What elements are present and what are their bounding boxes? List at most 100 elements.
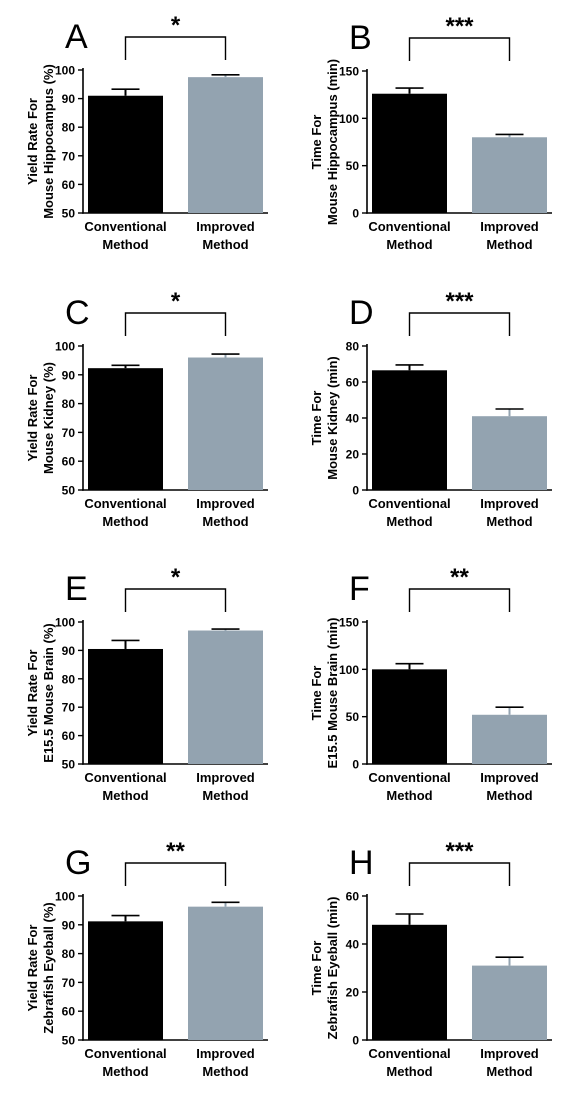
bar-conventional	[372, 93, 447, 213]
bar-conventional	[88, 921, 163, 1040]
significance-label: ***	[445, 838, 474, 865]
significance-bracket	[124, 588, 227, 612]
y-tick-label: 50	[62, 758, 76, 772]
y-tick-label: 90	[62, 918, 76, 932]
y-tick-label: 0	[352, 484, 359, 498]
y-tick-label: 50	[346, 159, 360, 173]
y-tick-label: 100	[55, 616, 75, 630]
category-label: Improved Method	[196, 770, 255, 803]
bar-conventional	[372, 924, 447, 1040]
bar-conventional	[88, 368, 163, 490]
y-tick-label: 70	[62, 149, 76, 163]
category-label: Improved Method	[480, 496, 539, 529]
bar-conventional	[372, 370, 447, 490]
panel-letter: F	[349, 570, 370, 608]
significance-bracket	[124, 862, 227, 886]
y-axis-label: Yield Rate ForMouse Kidney (%)	[25, 362, 56, 474]
category-label: Improved Method	[480, 770, 539, 803]
panel-letter: H	[349, 844, 374, 882]
significance-bracket	[408, 312, 511, 336]
significance-label: ***	[445, 288, 474, 315]
panel-d: D 0 20 40 60 80 Time ForMouse Kidney (min) Conv…	[309, 288, 552, 529]
significance-label: **	[450, 564, 469, 591]
y-axis-label: Time ForZebrafish Eyeball (min)	[309, 896, 340, 1039]
y-tick-label: 50	[346, 710, 360, 724]
significance-label: *	[171, 12, 181, 39]
y-tick-label: 60	[346, 376, 360, 390]
y-tick-label: 60	[62, 729, 76, 743]
y-tick-label: 20	[346, 448, 360, 462]
y-tick-label: 80	[346, 340, 360, 354]
bar-improved	[472, 965, 547, 1040]
y-axis-label: Yield Rate ForMouse Hippocampus (%)	[25, 64, 56, 219]
y-tick-label: 80	[62, 947, 76, 961]
y-tick-label: 20	[346, 986, 360, 1000]
panel-letter: C	[65, 294, 90, 332]
panel-letter: A	[65, 18, 88, 56]
y-tick-label: 80	[62, 121, 76, 135]
y-tick-label: 100	[339, 663, 359, 677]
category-label: Conventional Method	[84, 219, 166, 252]
y-tick-label: 100	[55, 340, 75, 354]
panel-h: H 0 20 40 60 Time ForZebrafish Eyeball (min) C…	[309, 838, 552, 1079]
y-tick-label: 60	[62, 455, 76, 469]
significance-label: *	[171, 564, 181, 591]
y-axis-label: Yield Rate ForZebrafish Eyeball (%)	[25, 902, 56, 1033]
y-tick-label: 50	[62, 484, 76, 498]
significance-bracket	[408, 588, 511, 612]
y-tick-label: 0	[352, 207, 359, 221]
y-tick-label: 50	[62, 207, 76, 221]
y-tick-label: 0	[352, 1034, 359, 1048]
y-axis-label: Time ForMouse Kidney (min)	[309, 356, 340, 480]
panel-letter: G	[65, 844, 91, 882]
y-tick-label: 70	[62, 701, 76, 715]
bar-improved	[472, 137, 547, 213]
category-label: Improved Method	[196, 496, 255, 529]
y-tick-label: 0	[352, 758, 359, 772]
y-axis-label: Yield Rate ForE15.5 Mouse Brain (%)	[25, 623, 56, 762]
bar-improved	[188, 77, 263, 214]
y-tick-label: 60	[62, 178, 76, 192]
y-axis-label: Time ForE15.5 Mouse Brain (min)	[309, 618, 340, 769]
y-tick-label: 70	[62, 426, 76, 440]
significance-bracket	[124, 312, 227, 336]
category-label: Conventional Method	[84, 770, 166, 803]
y-tick-label: 150	[339, 616, 359, 630]
bar-improved	[472, 416, 547, 490]
y-tick-label: 60	[62, 1005, 76, 1019]
y-tick-label: 40	[346, 938, 360, 952]
panel-letter: D	[349, 294, 374, 332]
significance-bracket	[408, 862, 511, 886]
y-tick-label: 100	[55, 890, 75, 904]
category-label: Conventional Method	[84, 1046, 166, 1079]
significance-label: *	[171, 288, 181, 315]
y-tick-label: 150	[339, 65, 359, 79]
bar-improved	[188, 357, 263, 490]
significance-label: **	[166, 838, 185, 865]
panel-letter: B	[349, 19, 372, 57]
category-label: Conventional Method	[368, 496, 450, 529]
bar-improved	[188, 630, 263, 764]
bar-improved	[472, 714, 547, 764]
category-label: Improved Method	[196, 1046, 255, 1079]
y-tick-label: 80	[62, 672, 76, 686]
bar-conventional	[88, 648, 163, 764]
y-tick-label: 80	[62, 397, 76, 411]
y-tick-label: 100	[339, 112, 359, 126]
significance-bracket	[124, 36, 227, 60]
category-label: Conventional Method	[368, 219, 450, 252]
bar-conventional	[372, 669, 447, 764]
y-axis-label: Time ForMouse Hippocampus (min)	[309, 59, 340, 225]
y-tick-label: 60	[346, 890, 360, 904]
y-tick-label: 50	[62, 1034, 76, 1048]
bar-improved	[188, 906, 263, 1040]
y-tick-label: 90	[62, 644, 76, 658]
panel-letter: E	[65, 570, 88, 608]
category-label: Conventional Method	[84, 496, 166, 529]
